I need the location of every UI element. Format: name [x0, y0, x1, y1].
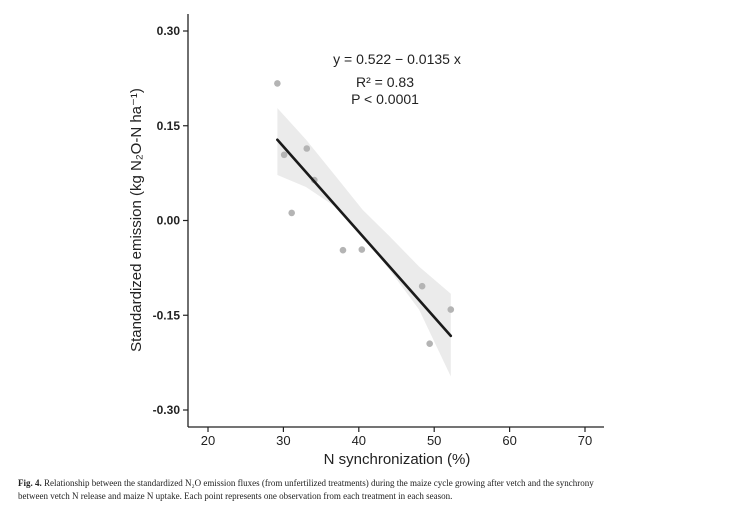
data-point-2 — [280, 151, 288, 159]
data-point-1 — [274, 80, 281, 87]
data-point-4 — [303, 145, 311, 152]
data-point-6 — [339, 246, 347, 254]
x-axis-title: N synchronization (%) — [324, 451, 471, 468]
x-tick-label-5: 60 — [502, 433, 516, 448]
x-tick-label-3: 40 — [352, 433, 366, 448]
x-tick-label-6: 70 — [578, 433, 592, 448]
data-point-10 — [447, 306, 455, 313]
scatter-chart: 0.30 0.15 0.00 -0.15 -0.30 20 30 40 50 60 70 N syn… — [128, 14, 604, 468]
x-tick-label-2: 30 — [276, 433, 290, 448]
y-tick-label-4: -0.15 — [153, 308, 181, 322]
data-point-7 — [358, 246, 366, 253]
data-point-3 — [288, 209, 295, 217]
ticks-layer: 0.30 0.15 0.00 -0.15 -0.30 20 30 40 50 60 70 — [153, 24, 593, 448]
points-layer — [274, 80, 455, 347]
data-point-8 — [418, 282, 426, 290]
x-tick-label-1: 20 — [201, 433, 215, 448]
p-value: P < 0.0001 — [351, 91, 419, 107]
y-tick-label-5: -0.30 — [153, 403, 181, 417]
caption-label: Fig. 4. — [18, 478, 42, 488]
confidence-band — [277, 108, 451, 377]
y-tick-label-3: 0.00 — [157, 214, 181, 228]
regression-equation: y = 0.522 − 0.0135 x — [333, 51, 461, 67]
y-axis-title: Standardized emission (kg N₂O-N ha⁻¹) — [128, 88, 145, 352]
confidence-band-layer — [277, 108, 451, 377]
y-tick-label-1: 0.30 — [157, 24, 181, 38]
figure-caption: Fig. 4. Relationship between the standar… — [18, 477, 718, 502]
caption-line-2: between vetch N release and maize N upta… — [18, 490, 453, 501]
data-point-9 — [426, 340, 433, 347]
regression-line — [276, 138, 453, 338]
caption-line-1: Relationship between the standardized N₂… — [44, 478, 594, 488]
x-tick-label-4: 50 — [427, 433, 441, 448]
y-tick-label-2: 0.15 — [157, 119, 181, 133]
regression-annotation: y = 0.522 − 0.0135 x R² = 0.83 P < 0.000… — [333, 51, 461, 107]
fit-line-layer — [276, 138, 453, 338]
r-squared: R² = 0.83 — [356, 74, 414, 90]
